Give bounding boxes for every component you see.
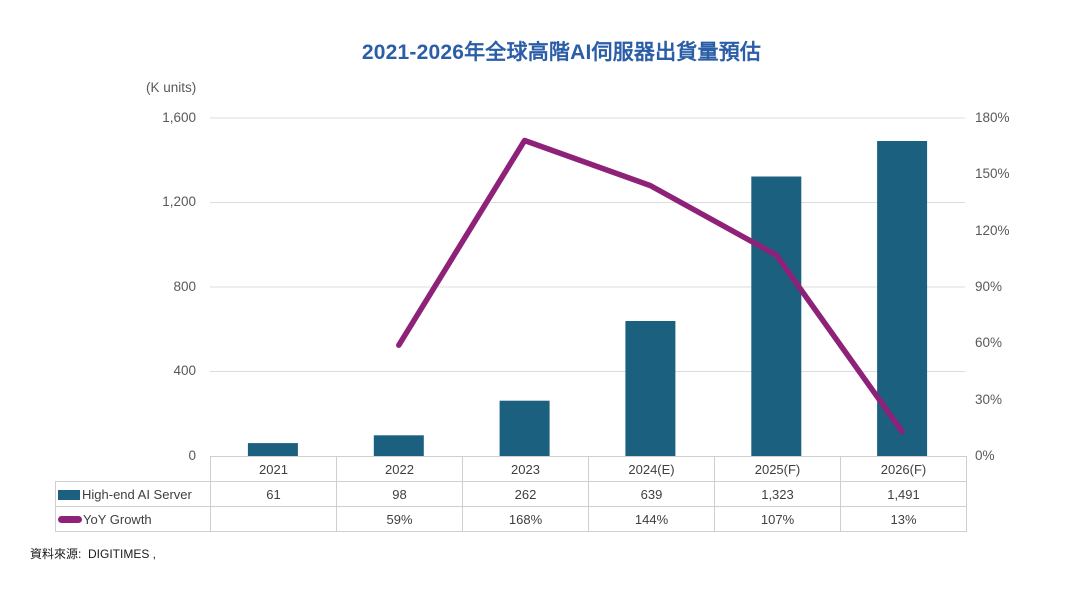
- left-axis-tick-label: 400: [173, 363, 196, 378]
- left-axis-tick-label: 1,200: [162, 194, 196, 209]
- bar-2022: [373, 435, 424, 456]
- table-year-header: 2022: [336, 456, 463, 482]
- line-legend-swatch-icon: [58, 515, 82, 523]
- yoy-value-cell: [210, 506, 337, 532]
- left-axis-tick-label: 0: [188, 448, 196, 463]
- right-axis-tick-label: 0%: [975, 448, 995, 463]
- table-row-server: High-end AI Server 61 98 262 639 1,323 1…: [55, 481, 967, 507]
- right-axis-tick-label: 60%: [975, 335, 1003, 350]
- legend-cell-server: High-end AI Server: [55, 481, 211, 507]
- yoy-growth-line: [396, 137, 905, 435]
- table-row-yoy: YoY Growth 59% 168% 144% 107% 13%: [55, 506, 967, 532]
- table-year-header: 2021: [210, 456, 337, 482]
- server-value-cell: 1,491: [840, 481, 967, 507]
- right-axis-tick-label: 180%: [975, 110, 1010, 125]
- server-value-cell: 1,323: [714, 481, 841, 507]
- server-value-cell: 61: [210, 481, 337, 507]
- legend-label-server: High-end AI Server: [82, 486, 192, 502]
- yoy-value-cell: 107%: [714, 506, 841, 532]
- yoy-value-cell: 59%: [336, 506, 463, 532]
- left-axis-unit-label: (K units): [146, 80, 197, 95]
- left-axis-tick-label: 800: [173, 279, 196, 294]
- legend-cell-yoy: YoY Growth: [55, 506, 211, 532]
- legend-label-yoy: YoY Growth: [83, 511, 152, 527]
- table-year-header: 2024(E): [588, 456, 715, 482]
- left-axis-tick-label: 1,600: [162, 110, 196, 125]
- yoy-value-cell: 168%: [462, 506, 589, 532]
- data-table: 2021 2022 2023 2024(E) 2025(F) 2026(F) H…: [55, 456, 967, 532]
- bar-2025(F): [751, 176, 802, 456]
- table-header-row: 2021 2022 2023 2024(E) 2025(F) 2026(F): [56, 456, 967, 482]
- table-year-header: 2023: [462, 456, 589, 482]
- server-value-cell: 639: [588, 481, 715, 507]
- bar-2023: [499, 400, 550, 456]
- chart-title: 2021-2026年全球高階AI伺服器出貨量預估: [361, 41, 762, 64]
- table-year-header: 2026(F): [840, 456, 967, 482]
- right-axis-tick-label: 150%: [975, 166, 1010, 181]
- right-axis-tick-label: 120%: [975, 223, 1010, 238]
- bar-legend-swatch-icon: [58, 489, 80, 500]
- table-corner-cell: [56, 457, 211, 482]
- server-value-cell: 262: [462, 481, 589, 507]
- server-value-cell: 98: [336, 481, 463, 507]
- bar-2021: [247, 443, 298, 456]
- yoy-value-cell: 13%: [840, 506, 967, 532]
- source-note: 資料來源: DIGITIMES ,: [30, 547, 157, 561]
- yoy-value-cell: 144%: [588, 506, 715, 532]
- table-year-header: 2025(F): [714, 456, 841, 482]
- right-axis-tick-label: 30%: [975, 392, 1003, 407]
- right-axis-tick-label: 90%: [975, 279, 1003, 294]
- bar-2024(E): [625, 321, 676, 456]
